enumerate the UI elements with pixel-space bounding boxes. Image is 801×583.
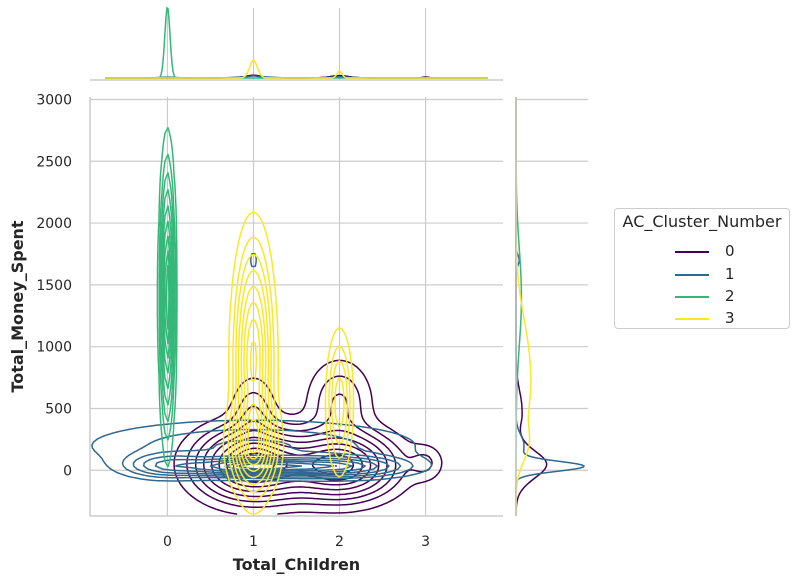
y-tick-label: 2500 [36, 154, 72, 170]
y-tick-label: 1500 [36, 278, 72, 294]
contour-level [161, 205, 174, 390]
axis-layer: 0 1 2 3 0 500 1000 1500 2000 2500 3000 [36, 79, 517, 550]
contour-level [244, 342, 263, 460]
y-tick-label: 0 [63, 463, 72, 479]
legend-swatch-2 [675, 296, 709, 298]
contour-level [162, 220, 173, 374]
x-tick-label: 1 [249, 534, 258, 550]
contour-level [234, 270, 345, 486]
legend-label-1: 1 [725, 265, 735, 283]
x-axis-label: Total_Children [233, 555, 360, 574]
legend-label-0: 0 [725, 242, 735, 260]
contour-level [159, 172, 176, 423]
y-tick-label: 3000 [36, 92, 72, 108]
legend-title: AC_Cluster_Number [622, 212, 782, 231]
legend-swatch-3 [675, 318, 709, 320]
marginal-x-layer [105, 6, 488, 79]
legend-entry-2: 2 [675, 286, 775, 308]
contour-level [160, 189, 175, 406]
contour-layer [91, 127, 443, 515]
legend-swatch-1 [675, 274, 709, 276]
contour-series-2 [156, 127, 178, 468]
contour-series-0 [173, 359, 443, 515]
x-tick-label: 3 [421, 534, 430, 550]
contour-series-3 [222, 211, 355, 515]
contour-level [236, 286, 271, 479]
contour-level [156, 127, 178, 468]
marginal-y-layer [515, 97, 586, 517]
contour-level [239, 302, 268, 472]
marginal-y-curve-0 [515, 97, 548, 517]
contour-level [227, 236, 351, 501]
legend-label-2: 2 [725, 287, 735, 305]
contour-level [230, 254, 349, 493]
contour-level [242, 319, 265, 466]
legend-label-3: 3 [725, 309, 735, 327]
contour-level [247, 419, 260, 454]
x-tick-label: 2 [335, 534, 344, 550]
contour-level [158, 153, 177, 441]
y-axis-label: Total_Money_Spent [8, 220, 27, 393]
marginal-x-curve-2 [105, 6, 488, 79]
legend-entry-3: 3 [675, 308, 775, 330]
contour-level [164, 250, 171, 345]
legend-swatch-0 [675, 251, 709, 253]
y-tick-label: 2000 [36, 216, 72, 232]
marginal-x-curve-3 [105, 59, 488, 79]
contour-level [222, 211, 355, 515]
legend-entry-0: 0 [675, 241, 775, 263]
y-tick-label: 500 [45, 401, 72, 417]
y-tick-label: 1000 [36, 340, 72, 356]
legend: AC_Cluster_Number 0 1 2 3 [614, 208, 790, 329]
marginal-y-curve-2 [515, 97, 523, 516]
contour-level [165, 264, 170, 330]
contour-level [121, 428, 414, 480]
x-tick-label: 0 [163, 534, 172, 550]
contour-level [132, 439, 402, 478]
legend-entry-1: 1 [675, 264, 775, 286]
contour-series-1 [91, 253, 433, 483]
contour-level [163, 235, 172, 359]
marginal-y-curve-1 [515, 97, 586, 516]
grid-layer [90, 8, 588, 516]
